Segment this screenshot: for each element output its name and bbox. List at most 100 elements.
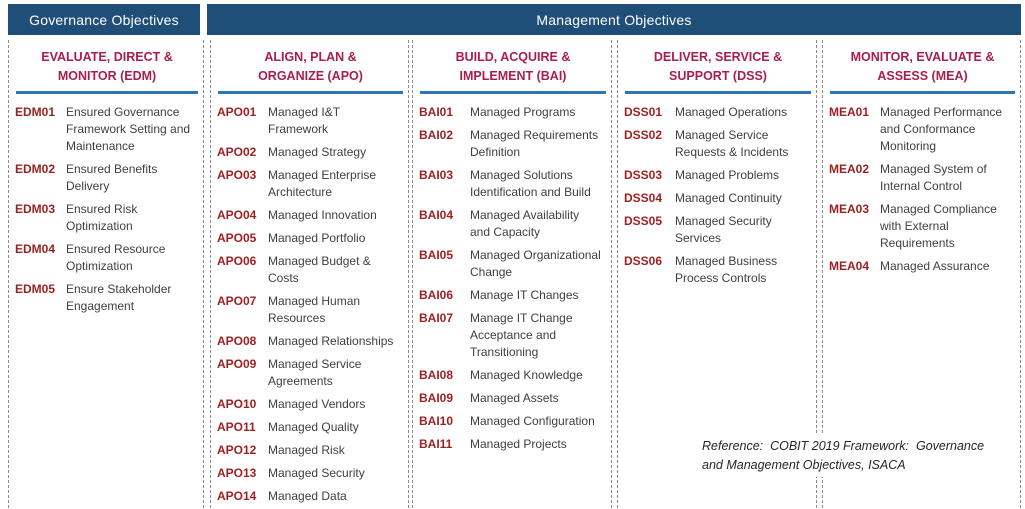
column-title-line1: ALIGN, PLAN & [264,50,357,64]
objective-label: Managed Service Agreements [268,357,362,388]
objective-row-bai11: BAI11 Managed Projects [419,436,607,453]
reference-note: Reference: COBIT 2019 Framework: Governa… [698,435,989,477]
objective-label: Managed Operations [675,105,788,119]
objective-row-dss04: DSS04 Managed Continuity [624,190,812,207]
objective-code: EDM05 [15,282,56,296]
objective-label: Managed Requirements Definition [470,128,599,159]
objective-label: Managed Service Requests & Incidents [675,128,789,159]
column-title-line2: ORGANIZE (APO) [258,69,363,83]
objective-label: Managed Problems [675,168,780,182]
objective-label: Managed Organizational Change [470,248,601,279]
column-title-line2: ASSESS (MEA) [877,69,968,83]
objective-row-bai02: BAI02 Managed Requirements Definition [419,127,607,161]
objective-row-dss01: DSS01 Managed Operations [624,104,812,121]
column-edm: EVALUATE, DIRECT & MONITOR (EDM) EDM01 Ensu… [8,40,204,509]
objective-label: Managed Solutions Identification and Bui… [470,168,591,199]
objective-code: APO09 [217,357,257,371]
objective-row-apo07: APO07 Managed Human Resources [217,293,404,327]
objective-row-apo04: APO04 Managed Innovation [217,207,404,224]
objective-label: Managed Data [268,489,347,503]
column-title-line1: BUILD, ACQUIRE & [455,50,571,64]
objective-row-apo13: APO13 Managed Security [217,465,404,482]
objective-label: Managed I&T Framework [268,105,341,136]
column-title-dss: DELIVER, SERVICE & SUPPORT (DSS) [624,46,812,86]
objective-row-mea03: MEA03 Managed Compliance with External Re… [829,201,1016,252]
objective-row-mea02: MEA02 Managed System of Internal Control [829,161,1016,195]
title-underline [625,91,811,94]
objective-row-edm03: EDM03 Ensured Risk Optimization [15,201,199,235]
objective-label: Managed Portfolio [268,231,366,245]
objective-label: Managed Assets [470,391,559,405]
objective-code: APO01 [217,105,257,119]
objective-row-edm02: EDM02 Ensured Benefits Delivery [15,161,199,195]
column-bai: BUILD, ACQUIRE & IMPLEMENT (BAI) BAI01 Mana… [412,40,612,509]
objective-row-apo06: APO06 Managed Budget & Costs [217,253,404,287]
objective-code: BAI10 [419,414,454,428]
objective-code: DSS04 [624,191,663,205]
column-title-apo: ALIGN, PLAN & ORGANIZE (APO) [217,46,404,86]
objective-label: Managed Performance and Conformance Moni… [880,105,1003,153]
objective-code: APO07 [217,294,257,308]
objective-code: BAI03 [419,168,454,182]
objective-code: EDM04 [15,242,56,256]
objective-label: Ensured Risk Optimization [66,202,138,233]
column-dss: DELIVER, SERVICE & SUPPORT (DSS) DSS01 Mana… [617,40,817,509]
objective-label: Managed Innovation [268,208,377,222]
objective-row-apo05: APO05 Managed Portfolio [217,230,404,247]
objective-code: BAI02 [419,128,454,142]
objective-row-mea01: MEA01 Managed Performance and Conformance… [829,104,1016,155]
objective-code: BAI04 [419,208,454,222]
objective-columns: EVALUATE, DIRECT & MONITOR (EDM) EDM01 Ensu… [0,40,1025,509]
objective-code: MEA03 [829,202,870,216]
objective-code: APO14 [217,489,257,503]
objective-code: APO02 [217,145,257,159]
objective-label: Managed Enterprise Architecture [268,168,377,199]
objective-row-bai09: BAI09 Managed Assets [419,390,607,407]
column-title-line1: EVALUATE, DIRECT & [41,50,173,64]
objective-label: Managed Compliance with External Require… [880,202,997,250]
objective-row-dss05: DSS05 Managed Security Services [624,213,812,247]
objective-row-bai10: BAI10 Managed Configuration [419,413,607,430]
objective-label: Managed Programs [470,105,576,119]
objective-row-edm04: EDM04 Ensured Resource Optimization [15,241,199,275]
objective-code: APO04 [217,208,257,222]
objective-code: EDM02 [15,162,56,176]
objective-row-bai08: BAI08 Managed Knowledge [419,367,607,384]
objective-label: Managed Availability and Capacity [470,208,580,239]
objective-row-apo02: APO02 Managed Strategy [217,144,404,161]
objective-label: Managed Strategy [268,145,367,159]
objective-code: APO10 [217,397,257,411]
objective-code: MEA01 [829,105,870,119]
objective-code: APO13 [217,466,257,480]
objective-label: Managed Human Resources [268,294,361,325]
objective-code: BAI07 [419,311,454,325]
objective-row-apo11: APO11 Managed Quality [217,419,404,436]
objective-row-dss02: DSS02 Managed Service Requests & Incident… [624,127,812,161]
column-title-line2: MONITOR (EDM) [57,69,157,83]
column-title-line1: MONITOR, EVALUATE & [850,50,995,64]
objective-code: APO03 [217,168,257,182]
objective-row-apo14: APO14 Managed Data [217,488,404,505]
column-title-bai: BUILD, ACQUIRE & IMPLEMENT (BAI) [419,46,607,86]
objective-label: Managed Security Services [675,214,772,245]
objective-label: Managed Continuity [675,191,782,205]
objective-label: Managed Business Process Controls [675,254,778,285]
objective-code: APO05 [217,231,257,245]
objective-row-bai05: BAI05 Managed Organizational Change [419,247,607,281]
objective-code: DSS06 [624,254,663,268]
objective-label: Managed Projects [470,437,567,451]
objective-code: APO08 [217,334,257,348]
objective-row-bai06: BAI06 Manage IT Changes [419,287,607,304]
objective-code: BAI01 [419,105,454,119]
objective-row-apo10: APO10 Managed Vendors [217,396,404,413]
objective-code: DSS02 [624,128,663,142]
objective-label: Managed Quality [268,420,359,434]
objective-row-apo12: APO12 Managed Risk [217,442,404,459]
title-underline [420,91,606,94]
objective-row-mea04: MEA04 Managed Assurance [829,258,1016,275]
column-title-line2: IMPLEMENT (BAI) [459,69,567,83]
title-underline [218,91,403,94]
objective-row-bai04: BAI04 Managed Availability and Capacity [419,207,607,241]
objective-row-apo03: APO03 Managed Enterprise Architecture [217,167,404,201]
objective-row-dss03: DSS03 Managed Problems [624,167,812,184]
